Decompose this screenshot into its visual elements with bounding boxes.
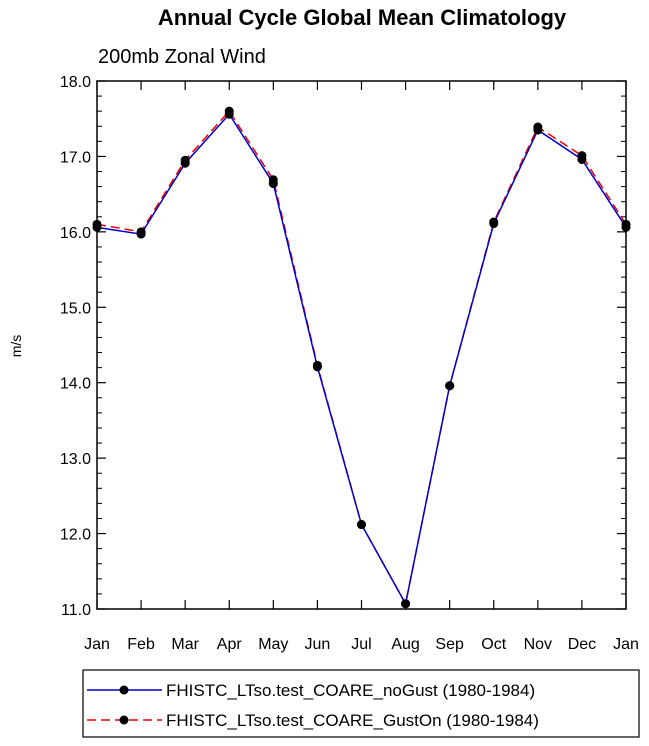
y-axis: 11.0 12.0 13.0 14.0 15.0 16.0 17.0 18.0 bbox=[60, 74, 626, 619]
x-tick-label: Jul bbox=[351, 636, 371, 653]
series-0-point bbox=[533, 125, 543, 135]
series-0-point bbox=[621, 222, 631, 232]
y-tick-label: 15.0 bbox=[60, 300, 91, 317]
series-line-1 bbox=[96, 109, 627, 606]
series-layer bbox=[92, 106, 631, 609]
x-tick-label: May bbox=[258, 636, 288, 653]
series-0-point bbox=[445, 381, 455, 391]
series-0-point bbox=[577, 154, 587, 164]
y-tick-label: 11.0 bbox=[61, 602, 91, 619]
x-tick-label: Oct bbox=[481, 636, 506, 653]
x-tick-label: Jan bbox=[84, 636, 110, 653]
y-tick-label: 18.0 bbox=[60, 74, 91, 91]
legend-box bbox=[82, 669, 640, 738]
series-0-point bbox=[268, 179, 278, 189]
y-tick-label: 17.0 bbox=[60, 149, 91, 166]
legend-marker-0 bbox=[119, 685, 129, 695]
legend-label-0: FHISTC_LTso.test_COARE_noGust (1980-1984… bbox=[166, 681, 535, 700]
x-tick-label: Nov bbox=[524, 636, 552, 653]
y-tick-label: 13.0 bbox=[60, 451, 91, 468]
chart-subtitle: 200mb Zonal Wind bbox=[98, 46, 266, 68]
y-tick-label: 16.0 bbox=[60, 225, 91, 242]
series-line-0 bbox=[96, 112, 627, 606]
chart-title: Annual Cycle Global Mean Climatology bbox=[158, 5, 567, 30]
x-tick-label: Apr bbox=[217, 636, 243, 653]
series-0-point bbox=[180, 158, 190, 168]
x-tick-label: Dec bbox=[568, 636, 596, 653]
y-axis-label: m/s bbox=[8, 335, 24, 358]
plot-frame bbox=[96, 80, 627, 610]
x-tick-label: Aug bbox=[391, 636, 419, 653]
legend-label-1: FHISTC_LTso.test_COARE_GustOn (1980-1984… bbox=[166, 711, 539, 730]
series-0-point bbox=[312, 362, 322, 372]
series-0-point bbox=[401, 599, 411, 609]
series-0-point bbox=[357, 520, 366, 530]
legend: FHISTC_LTso.test_COARE_noGust (1980-1984… bbox=[87, 681, 539, 730]
series-0-point bbox=[224, 109, 234, 119]
x-tick-label: Feb bbox=[127, 636, 155, 653]
x-tick-label: Jun bbox=[305, 636, 331, 653]
series-0-point bbox=[136, 229, 146, 239]
y-tick-label: 14.0 bbox=[60, 376, 91, 393]
x-tick-label: Mar bbox=[171, 636, 199, 653]
series-0-point bbox=[92, 222, 102, 232]
legend-marker-1 bbox=[119, 715, 129, 725]
y-tick-label: 12.0 bbox=[60, 527, 91, 544]
series-0-point bbox=[489, 219, 499, 229]
x-tick-label: Sep bbox=[435, 636, 464, 653]
x-axis: Jan Feb Mar Apr May Jun Jul Aug Sep Oct Nov Dec Jan bbox=[84, 81, 639, 653]
x-tick-label: Jan bbox=[613, 636, 639, 653]
